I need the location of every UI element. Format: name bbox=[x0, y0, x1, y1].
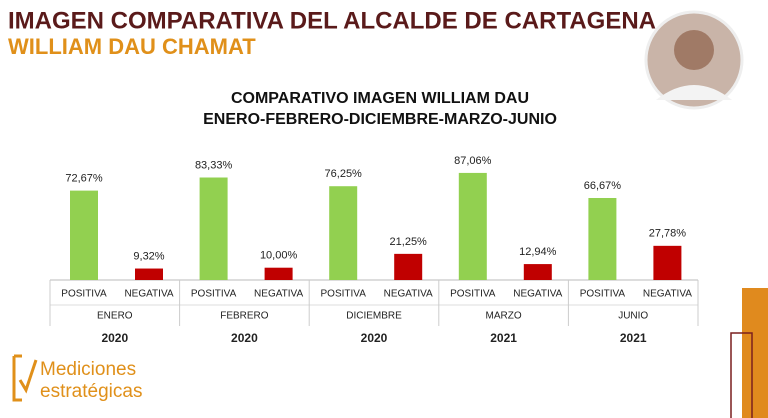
series-label: NEGATIVA bbox=[384, 289, 433, 300]
year-label: 2020 bbox=[361, 331, 388, 345]
series-label: POSITIVA bbox=[191, 289, 237, 300]
value-label: 27,78% bbox=[649, 228, 687, 240]
portrait-shirt bbox=[656, 85, 732, 100]
bar bbox=[588, 197, 617, 280]
series-label: NEGATIVA bbox=[254, 289, 303, 300]
month-label: JUNIO bbox=[618, 311, 648, 322]
year-label: 2020 bbox=[101, 331, 128, 345]
series-label: NEGATIVA bbox=[513, 289, 562, 300]
year-label: 2021 bbox=[490, 331, 517, 345]
month-label: ENERO bbox=[97, 311, 133, 322]
bar bbox=[458, 172, 487, 280]
month-label: MARZO bbox=[486, 311, 522, 322]
page-subtitle: WILLIAM DAU CHAMAT bbox=[8, 34, 256, 59]
bar bbox=[394, 253, 423, 280]
bar bbox=[653, 245, 682, 280]
bar bbox=[329, 186, 358, 280]
value-label: 83,33% bbox=[195, 159, 233, 171]
logo-mark bbox=[12, 354, 38, 402]
series-label: NEGATIVA bbox=[643, 289, 692, 300]
series-label: POSITIVA bbox=[321, 289, 367, 300]
value-label: 76,25% bbox=[325, 168, 363, 180]
series-label: NEGATIVA bbox=[124, 289, 173, 300]
accent-bar bbox=[742, 288, 768, 418]
bar bbox=[264, 267, 293, 280]
bar bbox=[523, 264, 552, 280]
bar bbox=[199, 177, 228, 280]
value-label: 66,67% bbox=[584, 180, 622, 192]
logo-line2: estratégicas bbox=[40, 381, 142, 402]
value-label: 87,06% bbox=[454, 155, 492, 167]
month-label: FEBRERO bbox=[220, 311, 269, 322]
logo-line1: Mediciones bbox=[40, 359, 136, 380]
value-label: 9,32% bbox=[133, 250, 164, 262]
accent-outline bbox=[730, 332, 753, 418]
value-label: 21,25% bbox=[390, 236, 428, 248]
value-label: 10,00% bbox=[260, 250, 298, 262]
bar bbox=[135, 268, 163, 280]
series-label: POSITIVA bbox=[580, 289, 626, 300]
chart-subtitle: ENERO-FEBRERO-DICIEMBRE-MARZO-JUNIO bbox=[203, 111, 557, 128]
series-label: POSITIVA bbox=[61, 289, 107, 300]
page-title: IMAGEN COMPARATIVA DEL ALCALDE DE CARTAG… bbox=[8, 7, 656, 34]
year-label: 2020 bbox=[231, 331, 258, 345]
year-label: 2021 bbox=[620, 331, 647, 345]
value-label: 12,94% bbox=[519, 246, 557, 258]
month-label: DICIEMBRE bbox=[346, 311, 402, 322]
bar bbox=[70, 190, 98, 280]
chart-title: COMPARATIVO IMAGEN WILLIAM DAU bbox=[231, 90, 529, 107]
value-label: 72,67% bbox=[65, 173, 103, 185]
series-label: POSITIVA bbox=[450, 289, 496, 300]
portrait-face bbox=[674, 30, 714, 70]
